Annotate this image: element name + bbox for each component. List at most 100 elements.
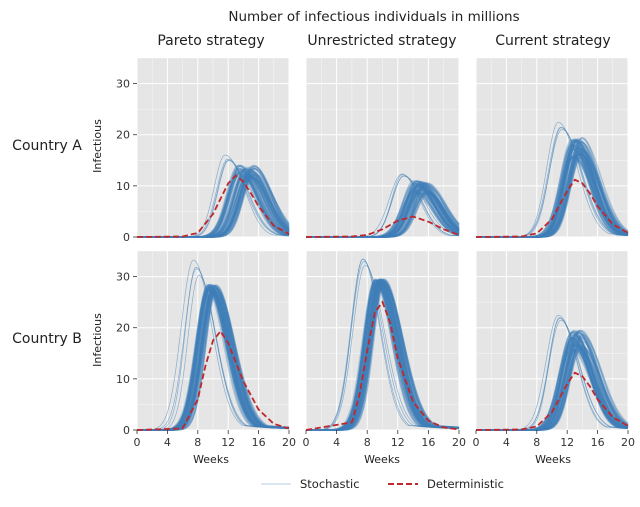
stochastic-line [137,170,290,238]
stochastic-line [137,175,290,238]
stochastic-line [306,280,460,431]
stochastic-line [137,177,290,238]
stochastic-line [137,288,290,431]
stochastic-line [306,185,460,238]
stochastic-line [306,191,460,238]
stochastic-line [306,182,460,238]
stochastic-line [306,279,460,431]
stochastic-line [306,182,460,238]
row-title-country-a: Country A [12,138,82,154]
ylabel-row-b: Infectious [91,313,104,367]
stochastic-line [137,285,290,431]
stochastic-line [476,344,629,431]
stochastic-line [137,289,290,431]
stochastic-line [306,187,460,238]
stochastic-line [476,145,629,238]
stochastic-line [476,348,629,431]
stochastic-trajectories [306,173,460,238]
row-title-country-b: Country B [12,331,82,347]
stochastic-line [306,278,460,431]
stochastic-line [137,287,290,431]
stochastic-line [306,185,460,238]
x-tick-label: 4 [503,436,510,449]
stochastic-line [306,180,460,238]
stochastic-line [306,185,460,238]
stochastic-line [476,156,629,238]
y-tick-label: 20 [116,129,130,142]
stochastic-line [476,334,629,431]
stochastic-line [306,183,460,238]
stochastic-line [306,278,460,431]
stochastic-line [476,343,629,431]
stochastic-line [137,172,290,238]
panel-country-b-current-strategy: 0 4 8 12 16 20 [473,250,635,449]
stochastic-line [306,190,460,238]
stochastic-line [306,185,460,238]
stochastic-line [306,192,460,238]
deterministic-line [475,371,629,431]
stochastic-line [137,285,290,431]
stochastic-line [137,175,290,238]
panel-country-a-current-strategy [475,57,629,238]
y-tick-label: 30 [116,78,130,91]
stochastic-line [476,146,629,238]
stochastic-line [137,167,290,238]
stochastic-line [476,348,629,431]
stochastic-line [306,188,460,238]
stochastic-line [137,171,290,238]
deterministic-line [305,215,460,238]
stochastic-line [476,144,629,238]
stochastic-line [476,337,629,431]
stochastic-trajectories [136,259,290,431]
stochastic-line [137,164,290,238]
stochastic-line [306,278,460,431]
stochastic-line [137,175,290,238]
stochastic-line [137,286,290,431]
stochastic-line [306,278,460,431]
stochastic-line [137,287,290,431]
stochastic-line [137,175,290,238]
stochastic-line [306,281,460,431]
stochastic-line [306,282,460,431]
stochastic-line [137,172,290,238]
stochastic-line [476,139,629,238]
stochastic-line [476,337,629,431]
stochastic-trajectories [476,121,629,238]
stochastic-line [137,174,290,238]
stochastic-line [306,280,460,431]
stochastic-line [137,167,290,238]
stochastic-line [306,183,460,238]
stochastic-line [476,152,629,238]
stochastic-line [306,279,460,431]
stochastic-line [306,280,460,431]
panel-country-a-unrestricted-strategy [305,57,460,238]
stochastic-line [137,173,290,238]
stochastic-line [306,183,460,238]
stochastic-line [476,337,629,431]
legend-deterministic-label: Deterministic [427,477,504,491]
stochastic-line [476,144,629,238]
stochastic-line [137,167,290,238]
stochastic-line [137,290,290,431]
stochastic-line [476,153,629,238]
panel-country-b-pareto-strategy: 0 10 20 30 0 4 8 12 16 20 [116,250,296,449]
col-title-current: Current strategy [495,33,610,49]
y-tick-label: 30 [116,271,130,284]
stochastic-line [476,136,629,238]
stochastic-line [306,187,460,238]
stochastic-line [306,181,460,238]
stochastic-line [306,184,460,238]
stochastic-line [476,150,629,238]
stochastic-line [306,283,460,431]
stochastic-line [306,192,460,238]
stochastic-line [306,189,460,238]
x-tick-label: 4 [333,436,340,449]
stochastic-line [306,278,460,431]
stochastic-line [306,191,460,238]
stochastic-line [476,339,629,431]
stochastic-line [137,286,290,431]
stochastic-line [306,182,460,238]
stochastic-line [476,335,629,431]
stochastic-line [306,278,460,431]
